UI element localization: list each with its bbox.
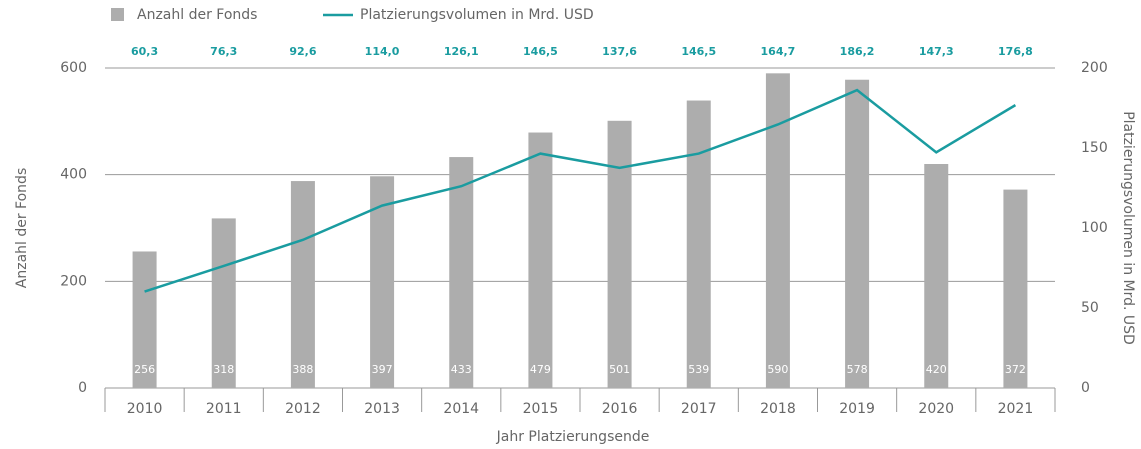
legend-swatch bbox=[111, 8, 124, 21]
line-value-label: 164,7 bbox=[761, 45, 796, 58]
bar bbox=[132, 251, 157, 388]
bar bbox=[686, 100, 711, 389]
x-tick-label: 2014 bbox=[443, 401, 479, 417]
y-axis-title: Anzahl der Fonds bbox=[14, 168, 30, 288]
bar-value-label: 433 bbox=[451, 363, 472, 376]
y-tick-label: 0 bbox=[78, 380, 87, 396]
legend-label: Platzierungsvolumen in Mrd. USD bbox=[360, 7, 594, 23]
y-tick-label: 200 bbox=[60, 273, 87, 289]
line-value-label: 146,5 bbox=[681, 45, 716, 58]
line-value-label: 186,2 bbox=[840, 45, 875, 58]
bar-value-label: 420 bbox=[926, 363, 947, 376]
line-value-label: 114,0 bbox=[365, 45, 400, 58]
line-value-label: 146,5 bbox=[523, 45, 558, 58]
legend-label: Anzahl der Fonds bbox=[137, 7, 257, 23]
x-tick-label: 2018 bbox=[760, 401, 796, 417]
bar bbox=[290, 181, 315, 388]
bar-value-label: 388 bbox=[292, 363, 313, 376]
x-tick-label: 2015 bbox=[523, 401, 559, 417]
x-tick-label: 2012 bbox=[285, 401, 321, 417]
x-tick-label: 2013 bbox=[364, 401, 400, 417]
y2-tick-label: 50 bbox=[1081, 300, 1099, 316]
x-tick-label: 2019 bbox=[839, 401, 875, 417]
y2-tick-label: 150 bbox=[1081, 140, 1108, 156]
y2-tick-label: 0 bbox=[1081, 380, 1090, 396]
line-value-label: 176,8 bbox=[998, 45, 1033, 58]
bar bbox=[607, 120, 632, 389]
bar-value-label: 318 bbox=[213, 363, 234, 376]
x-tick-label: 2010 bbox=[127, 401, 163, 417]
bar bbox=[370, 176, 395, 388]
line bbox=[144, 88, 1017, 293]
line-value-label: 92,6 bbox=[289, 45, 316, 58]
bar bbox=[528, 132, 553, 388]
x-tick-label: 2016 bbox=[602, 401, 638, 417]
bar-value-label: 479 bbox=[530, 363, 551, 376]
bar bbox=[845, 79, 870, 388]
bar-value-label: 501 bbox=[609, 363, 630, 376]
x-tick-label: 2017 bbox=[681, 401, 717, 417]
x-tick-label: 2011 bbox=[206, 401, 242, 417]
x-tick-label: 2020 bbox=[918, 401, 954, 417]
bar bbox=[1003, 189, 1028, 388]
bar bbox=[924, 164, 949, 388]
bar-value-label: 256 bbox=[134, 363, 155, 376]
y2-tick-label: 200 bbox=[1081, 60, 1108, 76]
bar-value-label: 578 bbox=[847, 363, 868, 376]
bar-value-label: 372 bbox=[1005, 363, 1026, 376]
y-tick-label: 600 bbox=[60, 60, 87, 76]
bar bbox=[449, 157, 474, 388]
line-value-label: 147,3 bbox=[919, 45, 954, 58]
bar-value-label: 590 bbox=[767, 363, 788, 376]
y2-axis-title: Platzierungsvolumen in Mrd. USD bbox=[1120, 111, 1136, 345]
x-axis-title: Jahr Platzierungsende bbox=[496, 429, 650, 445]
y2-tick-label: 100 bbox=[1081, 220, 1108, 236]
line-value-label: 126,1 bbox=[444, 45, 479, 58]
line-value-label: 137,6 bbox=[602, 45, 637, 58]
y-tick-label: 400 bbox=[60, 167, 87, 183]
bar-value-label: 539 bbox=[688, 363, 709, 376]
bar bbox=[211, 218, 236, 388]
x-tick-label: 2021 bbox=[998, 401, 1034, 417]
line-value-label: 76,3 bbox=[210, 45, 237, 58]
bar-value-label: 397 bbox=[372, 363, 393, 376]
line-value-label: 60,3 bbox=[131, 45, 158, 58]
